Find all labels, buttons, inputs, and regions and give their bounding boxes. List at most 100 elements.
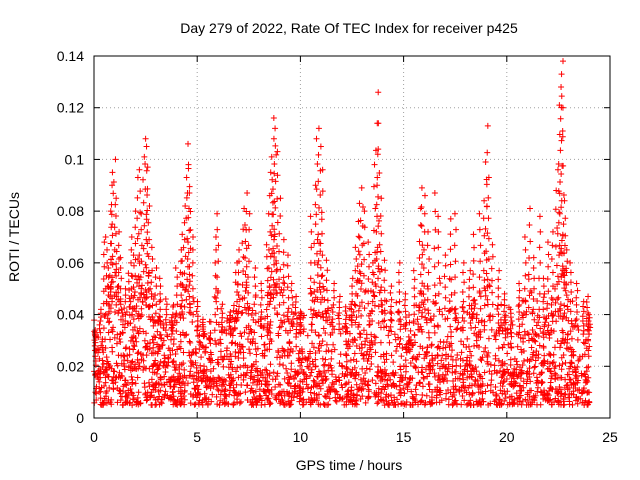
data-point (388, 310, 395, 317)
data-point (553, 187, 560, 194)
data-point (554, 273, 561, 280)
data-point (419, 251, 426, 258)
data-point (283, 365, 290, 372)
data-point (516, 287, 523, 294)
data-point (284, 370, 291, 377)
data-point (566, 385, 573, 392)
data-point (585, 336, 592, 343)
data-point (138, 210, 145, 217)
data-point (377, 212, 384, 219)
data-point (285, 252, 292, 259)
data-point (395, 334, 402, 341)
data-point (431, 282, 438, 289)
data-point (534, 297, 541, 304)
data-point (229, 339, 236, 346)
data-point (534, 384, 541, 391)
data-point (284, 316, 291, 323)
data-point (357, 286, 364, 293)
data-point (319, 355, 326, 362)
data-point (280, 362, 287, 369)
data-point (528, 356, 535, 363)
data-point (296, 356, 303, 363)
data-point (568, 381, 575, 388)
data-point (174, 283, 181, 290)
data-point (144, 250, 151, 257)
data-point (171, 397, 178, 404)
data-point (403, 349, 410, 356)
data-point (423, 350, 430, 357)
data-point (288, 308, 295, 315)
data-point (267, 228, 274, 235)
data-point (450, 383, 457, 390)
data-point (216, 401, 223, 408)
data-point (567, 279, 574, 286)
data-point (297, 326, 304, 333)
data-point (373, 228, 380, 235)
data-point (361, 208, 368, 215)
data-point (308, 384, 315, 391)
data-point (103, 367, 110, 374)
data-point (274, 219, 281, 226)
data-point (574, 323, 581, 330)
data-point (518, 387, 525, 394)
data-point (564, 336, 571, 343)
data-point (114, 284, 121, 291)
data-point (281, 318, 288, 325)
data-point (207, 385, 214, 392)
data-point (424, 296, 431, 303)
data-point (450, 377, 457, 384)
data-point (203, 384, 210, 391)
data-point (208, 381, 215, 388)
data-point (489, 241, 496, 248)
data-point (233, 308, 240, 315)
data-point (486, 368, 493, 375)
data-point (244, 300, 251, 307)
data-point (280, 274, 287, 281)
data-point (322, 329, 329, 336)
data-point (96, 325, 103, 332)
data-point (427, 315, 434, 322)
data-point (499, 344, 506, 351)
data-point (410, 267, 417, 274)
data-point (417, 287, 424, 294)
data-point (173, 310, 180, 317)
data-point (132, 208, 139, 215)
data-point (113, 260, 120, 267)
data-point (558, 374, 565, 381)
data-point (495, 319, 502, 326)
data-point (566, 365, 573, 372)
data-point (494, 306, 501, 313)
data-point (579, 353, 586, 360)
data-point (366, 251, 373, 258)
data-point (481, 197, 488, 204)
data-point (580, 308, 587, 315)
data-point (134, 356, 141, 363)
data-point (461, 397, 468, 404)
data-point (123, 392, 130, 399)
data-point (372, 205, 379, 212)
data-point (219, 301, 226, 308)
data-point (317, 299, 324, 306)
data-point (313, 397, 320, 404)
data-point (415, 307, 422, 314)
data-point (484, 296, 491, 303)
data-point (527, 238, 534, 245)
data-point (541, 352, 548, 359)
data-point (382, 394, 389, 401)
data-point (491, 332, 498, 339)
data-point (444, 368, 451, 375)
data-point (323, 375, 330, 382)
data-point (310, 307, 317, 314)
data-point (393, 347, 400, 354)
data-point (271, 226, 278, 233)
data-point (465, 293, 472, 300)
data-point (507, 329, 514, 336)
data-point (466, 285, 473, 292)
data-point (315, 309, 322, 316)
data-point (294, 393, 301, 400)
data-point (360, 355, 367, 362)
data-point (308, 289, 315, 296)
data-point (360, 327, 367, 334)
data-point (544, 300, 551, 307)
data-point (431, 329, 438, 336)
